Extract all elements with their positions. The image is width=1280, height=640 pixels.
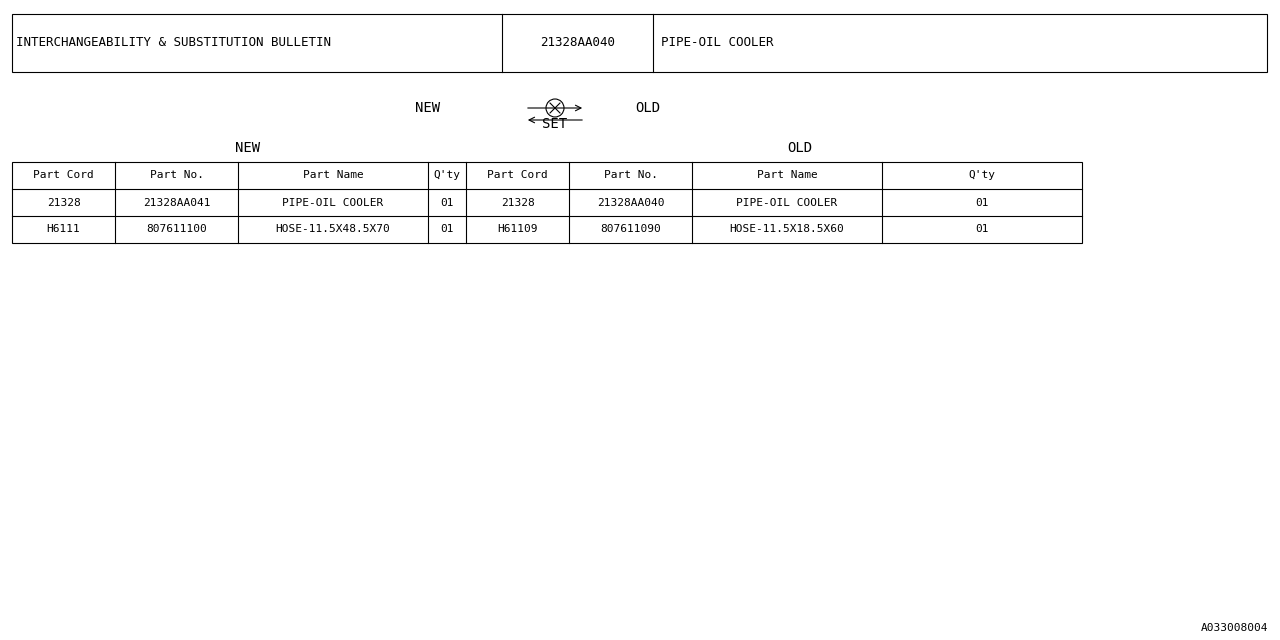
Text: 807611100: 807611100	[146, 225, 207, 234]
Text: 807611090: 807611090	[600, 225, 660, 234]
Text: 01: 01	[440, 198, 453, 207]
Text: 01: 01	[975, 225, 988, 234]
Text: H6111: H6111	[46, 225, 81, 234]
Text: NEW: NEW	[236, 141, 261, 155]
Text: H61109: H61109	[497, 225, 538, 234]
Text: Part No.: Part No.	[603, 170, 658, 180]
Text: OLD: OLD	[635, 101, 660, 115]
Text: 21328AA041: 21328AA041	[143, 198, 210, 207]
Text: 01: 01	[440, 225, 453, 234]
Text: Part Cord: Part Cord	[488, 170, 548, 180]
Text: HOSE-11.5X48.5X70: HOSE-11.5X48.5X70	[275, 225, 390, 234]
Text: 21328: 21328	[500, 198, 534, 207]
Text: A033008004: A033008004	[1201, 623, 1268, 633]
Text: Q'ty: Q'ty	[434, 170, 461, 180]
Text: Part Name: Part Name	[756, 170, 818, 180]
Text: Part No.: Part No.	[150, 170, 204, 180]
Bar	[12, 14, 1267, 72]
Text: Part Name: Part Name	[302, 170, 364, 180]
Text: INTERCHANGEABILITY & SUBSTITUTION BULLETIN: INTERCHANGEABILITY & SUBSTITUTION BULLET…	[15, 36, 332, 49]
Text: PIPE-OIL COOLER: PIPE-OIL COOLER	[283, 198, 384, 207]
Text: SET: SET	[543, 117, 567, 131]
Text: PIPE-OIL COOLER: PIPE-OIL COOLER	[660, 36, 773, 49]
Bar	[12, 162, 1082, 243]
Text: 21328: 21328	[46, 198, 81, 207]
Text: OLD: OLD	[787, 141, 813, 155]
Text: 21328AA040: 21328AA040	[596, 198, 664, 207]
Text: Part Cord: Part Cord	[33, 170, 93, 180]
Text: 21328AA040: 21328AA040	[540, 36, 614, 49]
Text: Q'ty: Q'ty	[969, 170, 996, 180]
Text: 01: 01	[975, 198, 988, 207]
Text: PIPE-OIL COOLER: PIPE-OIL COOLER	[736, 198, 837, 207]
Text: NEW: NEW	[415, 101, 440, 115]
Text: HOSE-11.5X18.5X60: HOSE-11.5X18.5X60	[730, 225, 845, 234]
